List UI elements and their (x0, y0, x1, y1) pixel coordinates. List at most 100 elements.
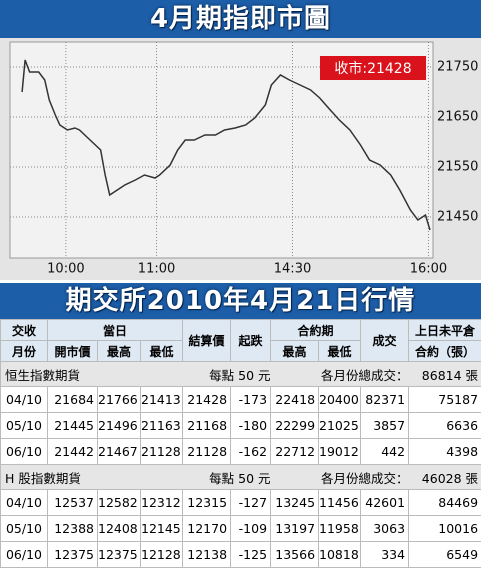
data-row: 06/10 21442 21467 21128 21128 -162 22712 19012 4… (0, 438, 481, 465)
data-cell: 20400 (318, 386, 362, 413)
data-cell: 12312 (139, 489, 184, 516)
data-cell: 21684 (47, 386, 98, 413)
data-cell: 12128 (139, 541, 184, 568)
data-cell: 10016 (408, 515, 481, 542)
section-name: H 股指數期貨 (0, 464, 141, 490)
data-cell: 11958 (318, 515, 362, 542)
data-cell: 12170 (182, 515, 232, 542)
x-tick-label: 11:00 (138, 262, 175, 277)
close-box (320, 56, 426, 80)
data-cell: 12375 (97, 541, 141, 568)
data-cell: 22712 (270, 438, 320, 465)
data-row: 05/10 12388 12408 12145 12170 -109 13197 11958 3… (0, 515, 481, 542)
header-cell: 合約期 (270, 319, 362, 341)
data-cell: 6636 (408, 412, 481, 439)
header-cell: 最低 (318, 340, 362, 362)
section-unit: 每點 50 元 (140, 464, 271, 490)
y-tick-label: 21550 (437, 160, 478, 175)
data-cell: 21496 (97, 412, 141, 439)
data-cell: 22418 (270, 386, 320, 413)
data-cell: 21413 (139, 386, 184, 413)
data-cell: 6549 (408, 541, 481, 568)
price-line (21, 59, 431, 231)
data-cell: 12375 (47, 541, 98, 568)
data-cell: 21128 (139, 438, 184, 465)
quote-table: 交收 當日 結算價 起跌 合約期 成交 上日未平倉 月份 開市價 最高 最低 最高 最低 合約（張） 恒生指… (0, 319, 481, 568)
header-cell: 上日未平倉 (408, 319, 481, 341)
data-cell: 06/10 (0, 438, 48, 465)
data-cell: 3857 (360, 412, 410, 439)
section-total: 46028 張 (408, 464, 481, 490)
data-cell: 04/10 (0, 489, 48, 516)
data-cell: 12408 (97, 515, 141, 542)
header-row: 交收 當日 結算價 起跌 合約期 成交 上日未平倉 (0, 319, 481, 362)
section-total-label: 各月份總成交： (270, 464, 409, 490)
data-cell: 21467 (97, 438, 141, 465)
data-cell: 04/10 (0, 386, 48, 413)
data-cell: 21025 (318, 412, 362, 439)
data-cell: 13566 (270, 541, 320, 568)
section-row: H 股指數期貨 每點 50 元各月份總成交： 46028 張 (0, 464, 481, 490)
header-cell: 最低 (139, 340, 184, 362)
data-cell: 19012 (318, 438, 362, 465)
data-cell: 82371 (360, 386, 410, 413)
data-cell: -173 (230, 386, 272, 413)
data-cell: 21445 (47, 412, 98, 439)
data-cell: 3063 (360, 515, 410, 542)
x-tick-label: 14:30 (274, 262, 311, 277)
data-cell: 11456 (318, 489, 362, 516)
data-cell: -162 (230, 438, 272, 465)
data-cell: 12145 (139, 515, 184, 542)
data-cell: -109 (230, 515, 272, 542)
chart: 21450 21550 21650 21750 10:00 11:00 14:30 16:00… (0, 38, 481, 280)
section-total-label: 各月份總成交： (270, 361, 409, 387)
table-title: 期交所2010年4月21日行情 (0, 280, 481, 319)
header-cell: 起跌 (230, 319, 272, 362)
data-cell: 22299 (270, 412, 320, 439)
data-cell: 21766 (97, 386, 141, 413)
header-cell: 當日 (46, 319, 184, 341)
header-cell: 合約（張） (408, 340, 481, 362)
data-cell: 05/10 (0, 515, 48, 542)
data-cell: -125 (230, 541, 272, 568)
data-cell: 75187 (408, 386, 481, 413)
data-cell: 05/10 (0, 412, 48, 439)
data-cell: 06/10 (0, 541, 48, 568)
header-cell: 最高 (97, 340, 141, 362)
data-cell: 12582 (97, 489, 141, 516)
data-cell: 21442 (47, 438, 98, 465)
data-row: 05/10 21445 21496 21163 21168 -180 22299 21025 3… (0, 412, 481, 439)
data-cell: 21128 (182, 438, 232, 465)
section-row: 恒生指數期貨 每點 50 元各月份總成交： 86814 張 (0, 361, 481, 387)
data-row: 06/10 12375 12375 12128 12138 -125 13566 10818 3… (0, 541, 481, 568)
section-total: 86814 張 (408, 361, 481, 387)
data-cell: 12388 (47, 515, 98, 542)
data-cell: 334 (360, 541, 410, 568)
y-tick-label: 21750 (437, 60, 478, 75)
data-cell: 42601 (360, 489, 410, 516)
data-cell: -127 (230, 489, 272, 516)
data-cell: 21168 (182, 412, 232, 439)
data-cell: 12138 (182, 541, 232, 568)
section-unit: 每點 50 元 (140, 361, 271, 387)
header-cell: 成交 (360, 319, 410, 362)
y-tick-label: 21450 (437, 210, 478, 225)
header-cell: 開市價 (47, 340, 98, 362)
data-row: 04/10 21684 21766 21413 21428 -173 22418 20400 8… (0, 386, 481, 413)
data-cell: 13197 (270, 515, 320, 542)
chart-title: 4月期指即市圖 (0, 0, 481, 38)
data-cell: 13245 (270, 489, 320, 516)
data-cell: 4398 (408, 438, 481, 465)
data-cell: 84469 (408, 489, 481, 516)
header-row: 月份 開市價 最高 最低 最高 最低 合約（張） (0, 340, 481, 362)
data-cell: 12537 (47, 489, 98, 516)
x-tick-label: 10:00 (47, 262, 84, 277)
header-cell: 最高 (270, 340, 320, 362)
header-cell: 交收 (0, 319, 48, 341)
header-cell: 結算價 (182, 319, 232, 362)
data-cell: 21163 (139, 412, 184, 439)
data-cell: -180 (230, 412, 272, 439)
y-tick-label: 21650 (437, 110, 478, 125)
data-cell: 21428 (182, 386, 232, 413)
